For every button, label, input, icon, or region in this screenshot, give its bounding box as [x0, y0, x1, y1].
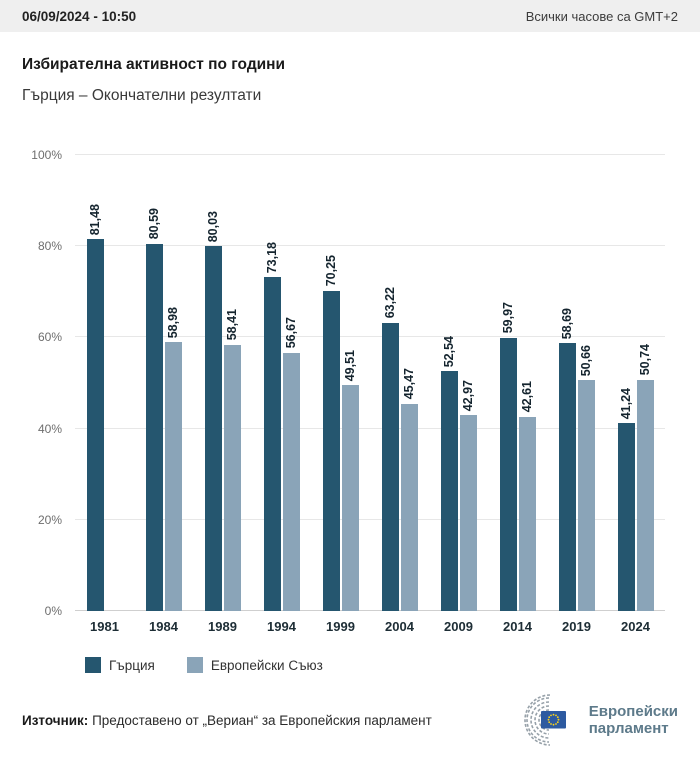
legend-swatch-icon	[186, 657, 203, 673]
bar-value-label: 52,54	[442, 336, 456, 368]
bar-value-label: 59,97	[501, 302, 515, 334]
bar-value-label: 42,61	[520, 381, 534, 413]
bar-value-label: 50,66	[579, 344, 593, 376]
page-title: Избирателна активност по години	[22, 56, 286, 73]
chart-legend: Гърция Европейски Съюз	[85, 657, 700, 673]
source-text: Предоставено от „Вериан“ за Европейския …	[88, 712, 432, 728]
bar-value-label: 80,59	[147, 208, 161, 240]
timezone-note: Всички часове са GMT+2	[525, 8, 678, 24]
header-bar: 06/09/2024 - 10:50 Всички часове са GMT+…	[0, 0, 700, 32]
bar-value-label: 81,48	[88, 204, 102, 236]
gridline-0	[75, 610, 665, 611]
bar-eu-2009: 42,97	[459, 380, 477, 611]
bar-value-label: 49,51	[343, 349, 357, 382]
bar-eu-1989: 58,41	[223, 309, 241, 611]
gridline-60	[75, 336, 665, 338]
bar-value-label: 41,24	[619, 387, 633, 419]
title-block: Избирателна активност по години Гърция –…	[0, 32, 700, 105]
legend-item-eu: Европейски Съюз	[186, 657, 323, 673]
legend-item-greece: Гърция	[85, 657, 155, 673]
bar-greece-2004: 63,22	[381, 287, 399, 611]
page-subtitle: Гърция – Окончателни резултати	[22, 87, 262, 104]
bar-greece-1999: 70,25	[322, 255, 340, 611]
legend-label: Гърция	[109, 657, 155, 673]
bar-group-1981: 81,48 1981	[75, 155, 134, 634]
y-axis-label: 60%	[37, 330, 62, 345]
y-axis-label: 40%	[37, 421, 62, 436]
bar-greece-2014: 59,97	[499, 302, 517, 611]
gridline-100	[75, 154, 665, 155]
bar-group-1999: 70,25 49,51 1999	[311, 155, 370, 634]
bar-value-label: 70,25	[324, 255, 338, 287]
bar-value-label: 73,18	[265, 242, 279, 274]
bar-value-label: 58,98	[166, 306, 180, 339]
x-axis-label: 2004	[385, 619, 414, 634]
ep-logo-text: Европейски парламент	[589, 703, 678, 738]
bar-greece-2019: 58,69	[558, 308, 576, 611]
x-axis-label: 1989	[208, 619, 237, 634]
x-axis-label: 1981	[90, 619, 119, 634]
bar-value-label: 63,22	[383, 287, 397, 319]
datetime-label: 06/09/2024 - 10:50	[22, 8, 137, 24]
bar-value-label: 58,69	[560, 308, 574, 340]
bar-group-1989: 80,03 58,41 1989	[193, 155, 252, 634]
source-label: Източник:	[22, 712, 89, 728]
x-axis-label: 1994	[267, 619, 296, 634]
ep-logo: Европейски парламент	[507, 694, 678, 746]
gridline-20	[75, 518, 665, 520]
bar-eu-1984: 58,98	[164, 307, 182, 611]
ep-logo-line1: Европейски	[588, 702, 678, 720]
legend-swatch-icon	[85, 657, 101, 673]
bar-greece-2024: 41,24	[617, 388, 635, 611]
footer: Източник: Предоставено от „Вериан“ за Ев…	[0, 694, 700, 760]
bar-eu-1994: 56,67	[282, 317, 300, 611]
ep-logo-line2: парламент	[588, 720, 669, 737]
bar-group-1994: 73,18 56,67 1994	[252, 155, 311, 634]
y-axis-label: 80%	[37, 239, 62, 254]
y-axis-label: 100%	[31, 148, 62, 162]
bar-greece-1994: 73,18	[263, 242, 281, 611]
eu-flag-icon	[540, 711, 566, 729]
y-axis-label: 20%	[37, 512, 62, 527]
x-axis-label: 2014	[503, 619, 532, 634]
gridline-40	[75, 427, 665, 429]
gridline-80	[75, 245, 665, 247]
x-axis-label: 1984	[149, 619, 178, 634]
source-note: Източник: Предоставено от „Вериан“ за Ев…	[22, 713, 432, 728]
bar-greece-1989: 80,03	[204, 211, 222, 611]
bar-value-label: 50,74	[638, 344, 652, 376]
bar-group-2014: 59,97 42,61 2014	[488, 155, 547, 634]
plot-area: 0% 20% 40% 60% 80% 100% 81,48 1981 80,59 58,98 198…	[31, 148, 665, 634]
bar-greece-2009: 52,54	[440, 336, 458, 611]
x-axis-label: 2009	[444, 619, 473, 634]
x-axis-label: 2024	[621, 619, 650, 634]
bar-eu-2014: 42,61	[518, 381, 536, 611]
bar-value-label: 56,67	[284, 317, 298, 349]
bar-greece-1984: 80,59	[145, 208, 163, 611]
x-axis-label: 2019	[562, 619, 591, 634]
legend-label: Европейски Съюз	[210, 657, 323, 673]
y-axis-label: 0%	[44, 604, 62, 618]
x-axis-label: 1999	[326, 619, 355, 634]
bar-value-label: 45,47	[402, 368, 416, 400]
bar-value-label: 42,97	[461, 379, 475, 412]
bar-group-2019: 58,69 50,66 2019	[547, 155, 606, 634]
bar-eu-2004: 45,47	[400, 368, 418, 611]
bar-group-2009: 52,54 42,97 2009	[429, 155, 488, 634]
bar-eu-2019: 50,66	[577, 345, 595, 611]
bar-eu-2024: 50,74	[636, 344, 654, 611]
hemicycle-flag-icon	[524, 694, 566, 746]
bar-eu-1999: 49,51	[341, 350, 359, 611]
bar-value-label: 58,41	[225, 309, 239, 341]
bar-value-label: 80,03	[206, 210, 220, 243]
bar-group-2004: 63,22 45,47 2004	[370, 155, 429, 634]
bar-group-1984: 80,59 58,98 1984	[134, 155, 193, 634]
bar-group-2024: 41,24 50,74 2024	[606, 155, 665, 634]
bar-greece-1981: 81,48	[86, 204, 104, 611]
